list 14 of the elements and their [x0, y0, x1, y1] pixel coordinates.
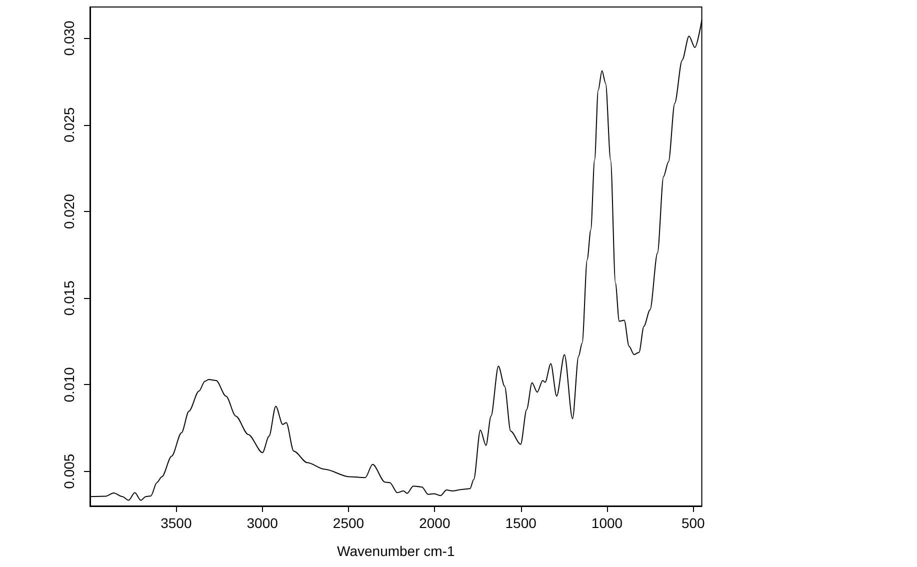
x-tick-label: 2000 [419, 515, 450, 531]
x-tick-label: 1000 [591, 515, 623, 531]
x-axis-title: Wavenumber cm-1 [337, 543, 455, 559]
x-tick-label: 1500 [505, 515, 537, 531]
y-tick-label: 0.015 [61, 280, 77, 316]
y-tick-label: 0.005 [61, 454, 77, 489]
y-tick-label: 0.010 [61, 366, 77, 402]
x-tick-label: 500 [681, 515, 706, 531]
x-tick-label: 3500 [160, 515, 192, 531]
y-tick-label: 0.025 [61, 107, 77, 142]
x-tick-label: 3000 [246, 515, 278, 531]
y-tick-label: 0.020 [61, 194, 77, 229]
y-tick-label: 0.030 [61, 20, 77, 56]
x-tick-label: 2500 [332, 515, 364, 531]
